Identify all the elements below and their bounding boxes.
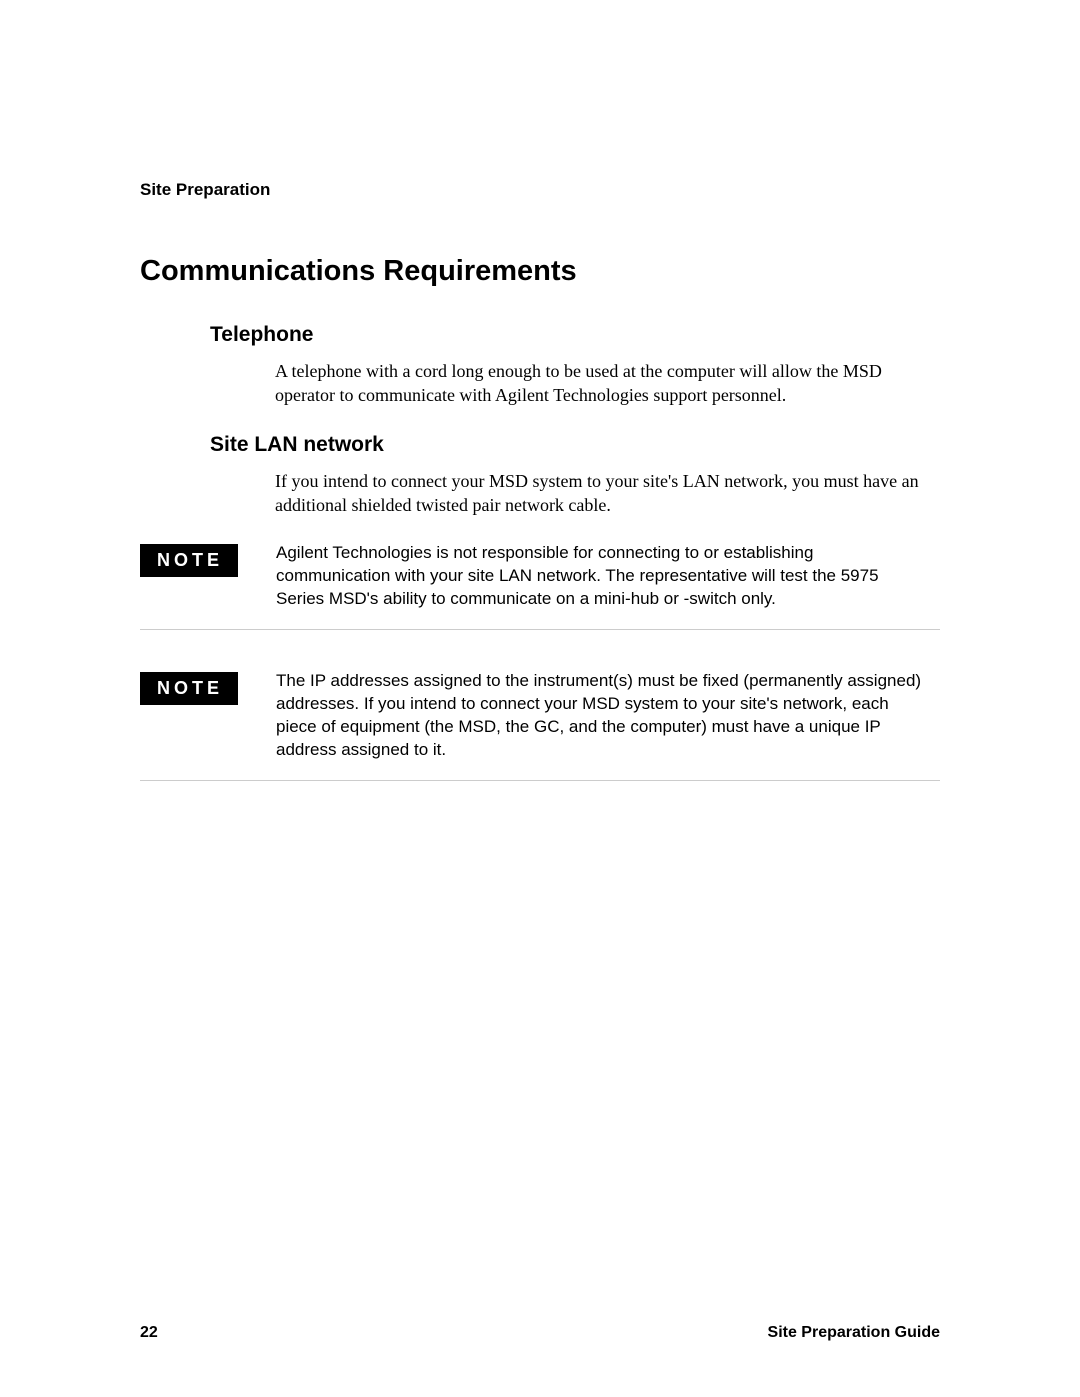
main-heading: Communications Requirements bbox=[140, 255, 940, 288]
note-text: Agilent Technologies is not responsible … bbox=[276, 542, 940, 611]
note-badge: NOTE bbox=[140, 672, 238, 705]
body-text-lan: If you intend to connect your MSD system… bbox=[275, 469, 940, 518]
note-text: The IP addresses assigned to the instrum… bbox=[276, 670, 940, 762]
running-header: Site Preparation bbox=[140, 180, 940, 200]
section-heading-lan: Site LAN network bbox=[210, 433, 940, 457]
body-text-telephone: A telephone with a cord long enough to b… bbox=[275, 359, 940, 408]
note-spacer bbox=[140, 638, 940, 660]
note-block: NOTE The IP addresses assigned to the in… bbox=[140, 670, 940, 781]
page-number: 22 bbox=[140, 1324, 158, 1342]
guide-title: Site Preparation Guide bbox=[768, 1324, 940, 1342]
note-block: NOTE Agilent Technologies is not respons… bbox=[140, 542, 940, 630]
page-footer: 22 Site Preparation Guide bbox=[140, 1324, 940, 1342]
section-heading-telephone: Telephone bbox=[210, 323, 940, 347]
document-page: Site Preparation Communications Requirem… bbox=[0, 0, 1080, 1397]
note-badge: NOTE bbox=[140, 544, 238, 577]
